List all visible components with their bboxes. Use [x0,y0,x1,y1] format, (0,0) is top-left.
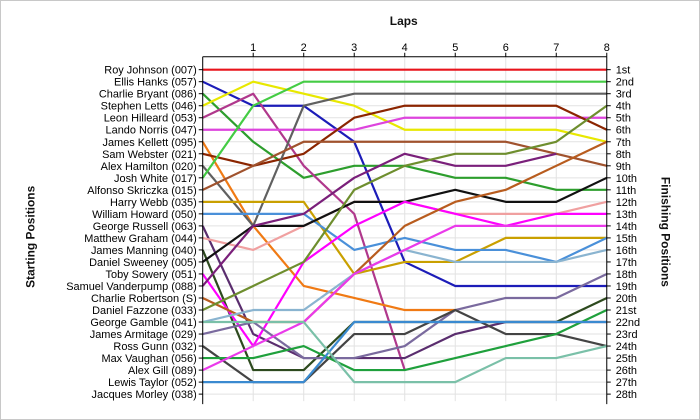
starting-position-label: James Manning (040) [91,245,197,257]
finishing-position-label: 3rd [616,89,632,101]
finishing-position-label: 11th [616,185,636,197]
finishing-position-label: 22nd [616,317,640,329]
starting-position-label: George Gamble (041) [90,317,196,329]
starting-position-label: Max Vaughan (056) [101,353,196,365]
starting-position-label: Charlie Bryant (086) [99,89,197,101]
x-tick-label: 5 [452,42,458,54]
y-axis-title-right: Finishing Positions [659,177,673,287]
starting-position-label: Josh White (017) [114,173,197,185]
finishing-position-label: 13th [616,209,637,221]
finishing-position-label: 19th [616,281,637,293]
finishing-position-label: 26th [616,365,637,377]
finishing-position-label: 16th [616,245,637,257]
finishing-position-label: 18th [616,269,637,281]
finishing-position-label: 6th [616,125,631,137]
series-line [201,80,607,179]
starting-position-label: Lewis Taylor (052) [108,377,197,389]
starting-position-label: Sam Webster (021) [102,149,197,161]
series-line [202,212,608,264]
starting-position-label: Alex Gill (089) [128,365,197,377]
starting-position-label: George Russell (063) [93,221,197,233]
finishing-position-label: 1st [616,65,631,77]
starting-position-label: Charlie Robertson (S) [91,293,197,305]
finishing-position-label: 4th [616,101,631,113]
starting-position-label: Stephen Letts (046) [101,101,197,113]
finishing-position-label: 28th [616,389,637,401]
x-tick-label: 1 [250,42,256,54]
finishing-position-label: 25th [616,353,637,365]
starting-position-label: Leon Hilleard (053) [104,113,197,125]
series-line [202,104,608,167]
finishing-position-label: 7th [616,137,631,149]
x-tick-label: 7 [553,42,559,54]
starting-position-label: Alfonso Skriczka (015) [87,185,196,197]
series-line [202,200,607,276]
finishing-position-label: 23rd [616,329,638,341]
starting-position-label: Daniel Sweeney (005) [89,257,197,269]
labels: 1 2 3 4 5 6 7 8 Roy Johnson (007) 1st Ellis Hanks … [66,42,640,401]
starting-position-label: James Kellett (095) [102,137,196,149]
finishing-position-label: 20th [616,293,637,305]
finishing-position-label: 15th [616,233,637,245]
starting-position-label: Toby Sowery (051) [106,269,197,281]
x-axis-title: Laps [390,14,418,28]
finishing-position-label: 12th [616,197,637,209]
series-line [202,104,608,311]
starting-position-label: Ellis Hanks (057) [114,77,197,89]
series-line [202,272,608,360]
finishing-position-label: 21st [616,305,637,317]
x-tick-label: 4 [402,42,408,54]
series-lines [201,68,608,384]
starting-position-label: Harry Webb (035) [110,197,197,209]
series-line [202,320,608,384]
series-line [202,80,608,143]
finishing-position-label: 14th [616,221,637,233]
finishing-position-label: 8th [616,149,631,161]
x-tick-label: 3 [351,42,357,54]
starting-position-label: James Armitage (029) [90,329,197,341]
starting-position-label: Lando Norris (047) [106,125,197,137]
series-line [202,116,607,131]
axes [198,52,611,405]
series-line [202,224,607,372]
finishing-position-label: 24th [616,341,637,353]
starting-position-label: William Howard (050) [92,209,197,221]
finishing-position-label: 27th [616,377,637,389]
starting-position-label: Matthew Graham (044) [84,233,196,245]
finishing-position-label: 2nd [616,77,634,89]
series-line [202,309,608,372]
finishing-position-label: 9th [616,161,631,173]
starting-position-label: Jacques Morley (038) [92,389,197,401]
starting-position-label: Alex Hamilton (020) [101,161,197,173]
series-line [202,320,607,384]
series-line [201,200,607,348]
x-tick-label: 2 [301,42,307,54]
y-axis-title-left: Starting Positions [24,185,38,288]
finishing-position-label: 5th [616,113,631,125]
starting-position-label: Daniel Fazzone (033) [92,305,197,317]
finishing-position-label: 17th [616,257,637,269]
series-line [202,140,608,191]
x-tick-label: 6 [503,42,509,54]
series-line [201,92,607,227]
finishing-position-label: 10th [616,173,637,185]
starting-position-label: Ross Gunn (032) [113,341,196,353]
x-tick-label: 8 [604,42,610,54]
starting-position-label: Samuel Vanderpump (088) [66,281,197,293]
series-line [201,152,557,287]
starting-position-label: Roy Johnson (007) [104,65,196,77]
